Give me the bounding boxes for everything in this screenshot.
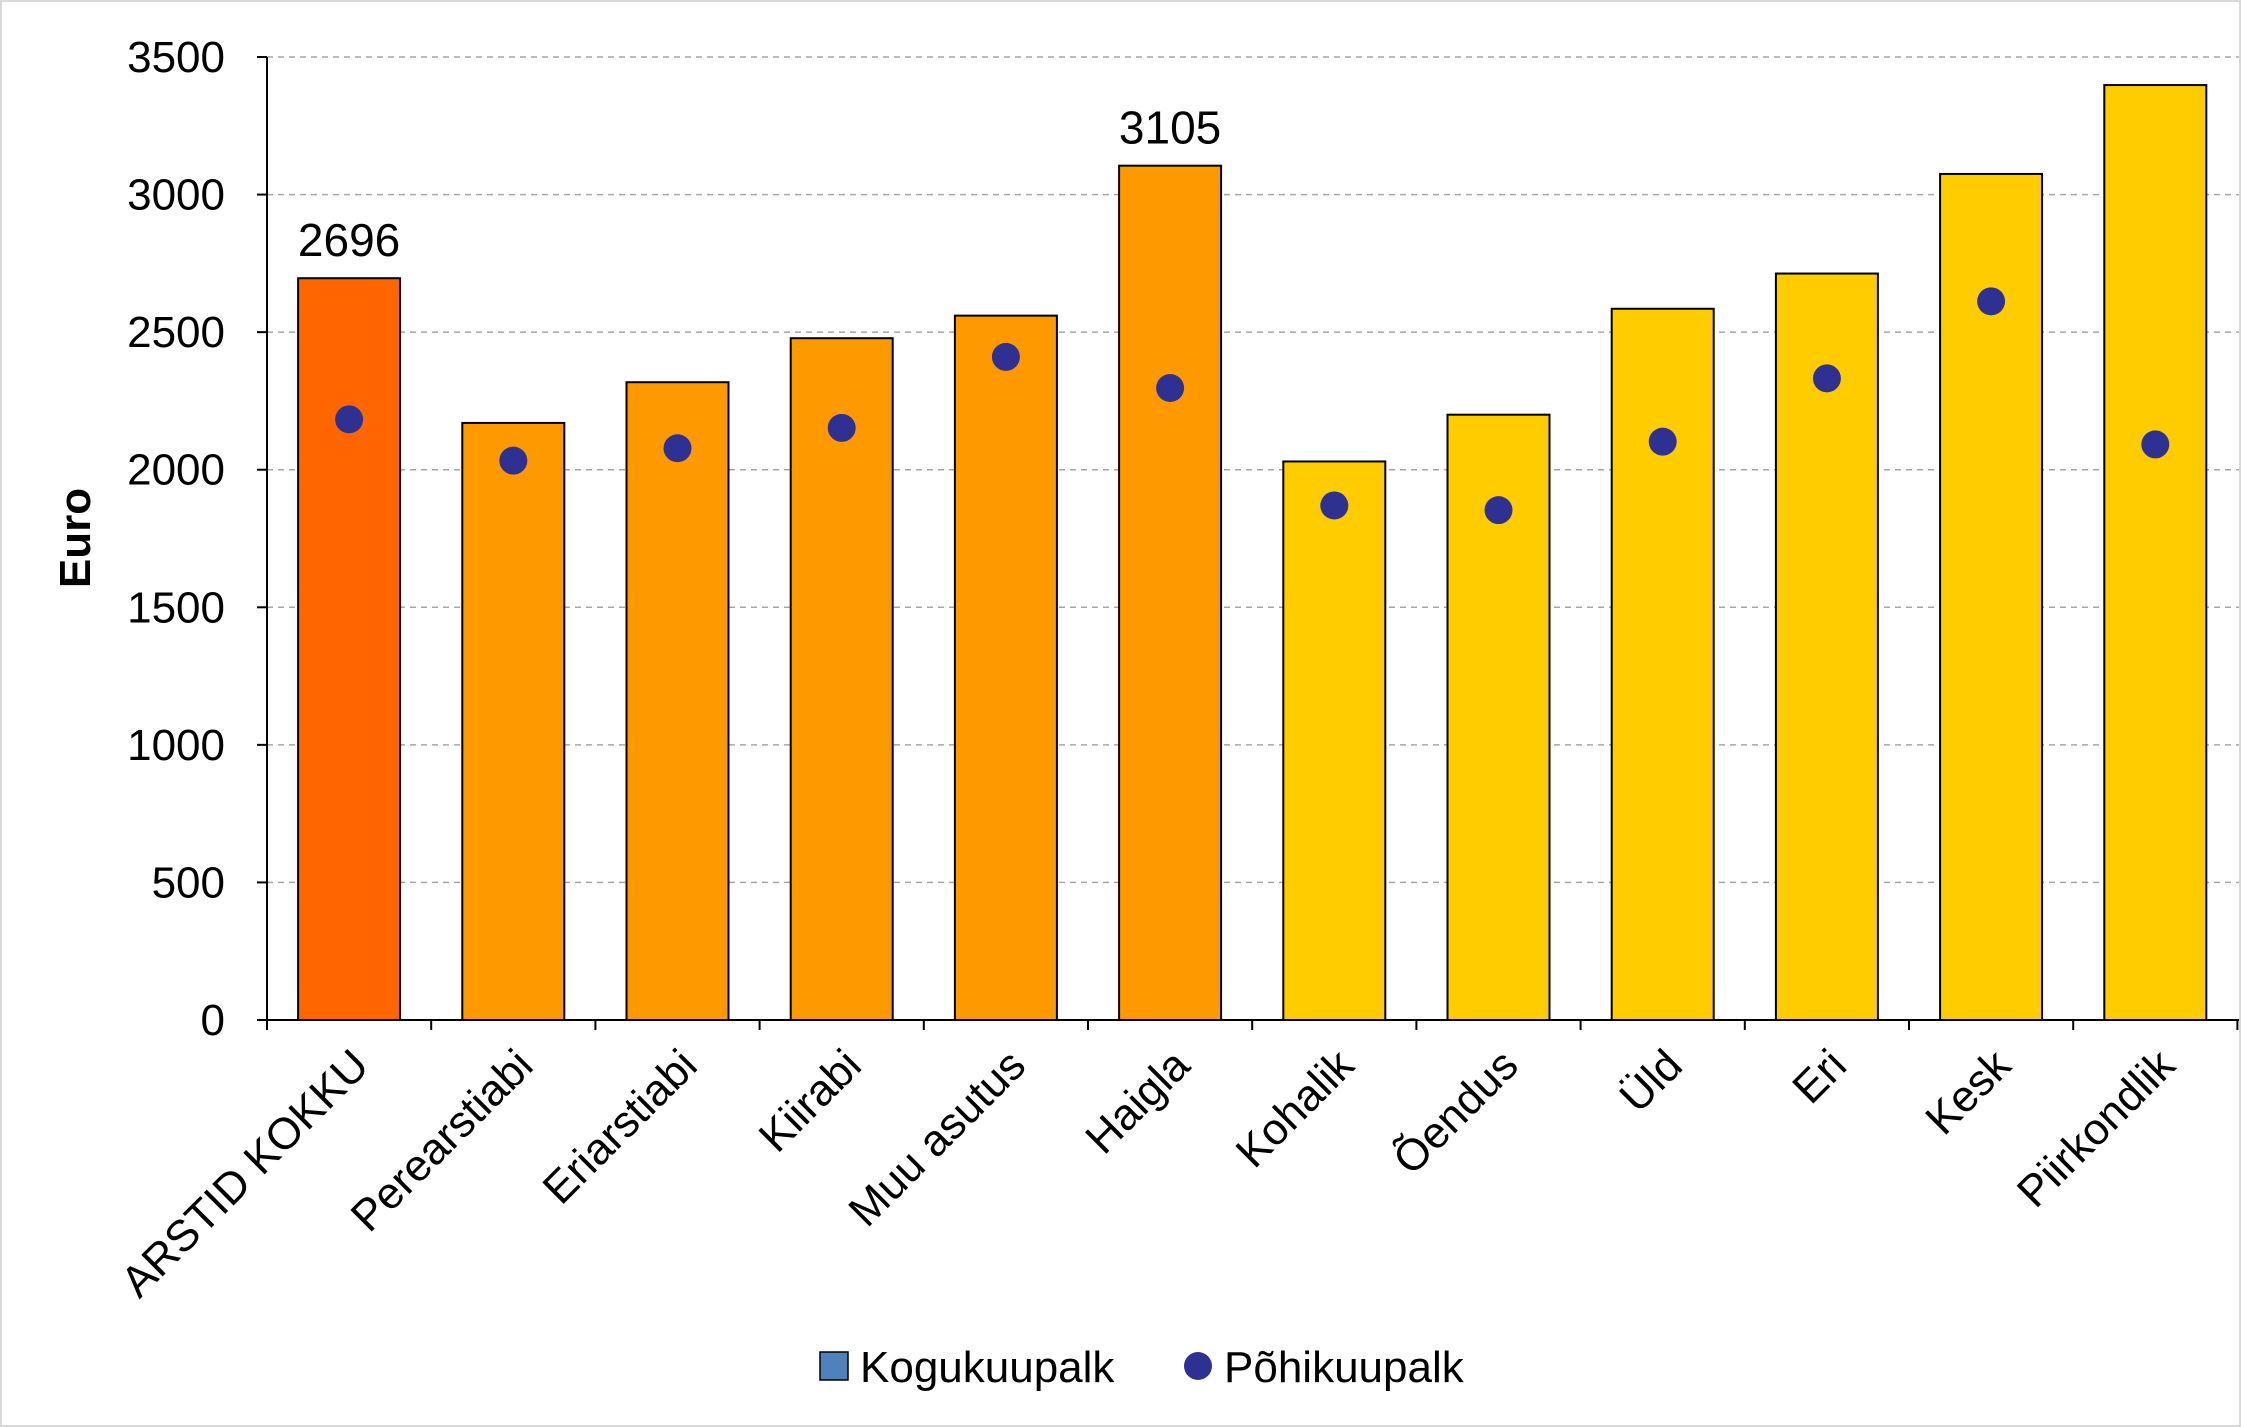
point-pohikuupalk bbox=[1812, 364, 1841, 393]
x-category-label: Üld bbox=[1610, 1040, 1691, 1121]
gridlines bbox=[257, 56, 2239, 1021]
bar-arstid-kokku bbox=[297, 277, 402, 1021]
y-axis-title: Euro bbox=[51, 488, 100, 588]
y-tick-label: 2000 bbox=[127, 446, 225, 495]
x-category-label: Eri bbox=[1783, 1040, 1856, 1113]
point-pohikuupalk bbox=[827, 413, 856, 442]
x-category-label: Kesk bbox=[1916, 1040, 2021, 1145]
bars bbox=[297, 84, 2208, 1022]
bar-eriarstiabi bbox=[625, 381, 730, 1021]
legend-label: Kogukuupalk bbox=[860, 1343, 1115, 1392]
legend-swatch-pohikuupalk bbox=[1184, 1352, 1212, 1380]
bar-kiirabi bbox=[789, 337, 894, 1022]
bar-perearstiabi bbox=[461, 421, 566, 1021]
point-pohikuupalk bbox=[2141, 430, 2170, 459]
points bbox=[335, 287, 2170, 525]
y-tick-labels: 0 500 1000 1500 2000 2500 3000 3500 bbox=[127, 33, 225, 1045]
point-pohikuupalk bbox=[335, 405, 364, 434]
data-label: 3105 bbox=[1119, 102, 1221, 154]
legend-swatch-kogukuupalk bbox=[819, 1351, 849, 1381]
x-category-label: Õendus bbox=[1383, 1040, 1527, 1184]
data-label: 2696 bbox=[298, 214, 400, 266]
y-tick-label: 3500 bbox=[127, 33, 225, 82]
x-category-label: Piirkondlik bbox=[2008, 1040, 2185, 1217]
point-pohikuupalk bbox=[991, 342, 1020, 371]
bar-kohalik bbox=[1282, 460, 1387, 1021]
data-labels: 2696 3105 bbox=[298, 102, 1221, 267]
y-tick-label: 1000 bbox=[127, 721, 225, 770]
legend-label: Põhikuupalk bbox=[1224, 1343, 1465, 1392]
point-pohikuupalk bbox=[1648, 427, 1677, 456]
bar-üld bbox=[1610, 307, 1715, 1021]
point-pohikuupalk bbox=[499, 446, 528, 475]
y-tick-label: 1500 bbox=[127, 583, 225, 632]
x-category-label: ARSTID KOKKU bbox=[112, 1040, 378, 1306]
bar-muu-asutus bbox=[953, 314, 1058, 1021]
point-pohikuupalk bbox=[1156, 373, 1185, 402]
x-category-label: Kohalik bbox=[1227, 1040, 1364, 1177]
x-category-label: Muu asutus bbox=[839, 1040, 1034, 1235]
y-tick-label: 2500 bbox=[127, 308, 225, 357]
y-tick-label: 0 bbox=[201, 996, 225, 1045]
y-tick-label: 500 bbox=[152, 858, 225, 907]
x-category-label: Eriarstiabi bbox=[534, 1040, 707, 1213]
point-pohikuupalk bbox=[663, 434, 692, 463]
point-pohikuupalk bbox=[1484, 496, 1513, 525]
bar-haigla bbox=[1118, 164, 1223, 1021]
x-category-label: Haigla bbox=[1076, 1040, 1199, 1163]
bar-eri bbox=[1774, 272, 1879, 1021]
legend: Kogukuupalk Põhikuupalk bbox=[819, 1343, 1465, 1392]
axes bbox=[266, 57, 2239, 1030]
bar-piirkondlik bbox=[2103, 84, 2208, 1021]
y-tick-label: 3000 bbox=[127, 171, 225, 220]
point-pohikuupalk bbox=[1320, 491, 1349, 520]
x-category-label: Kiirabi bbox=[750, 1040, 871, 1161]
point-pohikuupalk bbox=[1977, 287, 2006, 316]
